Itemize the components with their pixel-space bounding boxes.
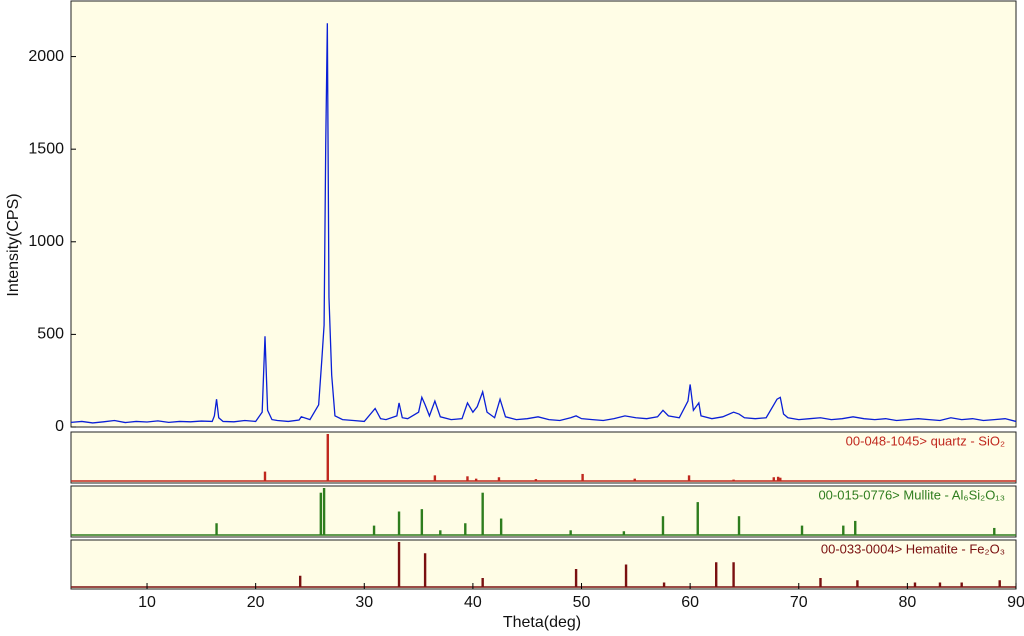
x-tick-label: 70 <box>790 594 808 611</box>
reference-peak <box>372 525 376 535</box>
reference-peak <box>856 580 859 587</box>
reference-peak <box>215 523 218 535</box>
reference-peak <box>319 492 323 535</box>
reference-peak <box>854 520 857 535</box>
reference-peak <box>913 582 917 587</box>
x-tick-label: 10 <box>138 594 156 611</box>
reference-peak <box>737 516 741 535</box>
reference-peak <box>696 502 699 535</box>
reference-peak <box>322 488 326 535</box>
reference-peak <box>481 578 484 587</box>
reference-peak <box>574 569 578 587</box>
x-tick-label: 40 <box>464 594 482 611</box>
plot-area <box>70 485 1017 538</box>
y-tick-label: 1500 <box>28 140 64 157</box>
reference-peak <box>569 530 572 535</box>
x-tick-label: 50 <box>573 594 591 611</box>
reference-label: 00-015-0776> Mullite - Al₆Si₂O₁₃ <box>818 487 1005 502</box>
reference-peak <box>439 530 442 535</box>
reference-peak <box>993 527 996 535</box>
reference-label: 00-048-1045> quartz - SiO₂ <box>846 433 1005 448</box>
x-tick-label: 60 <box>681 594 699 611</box>
reference-peak <box>326 434 329 481</box>
reference-peak <box>466 476 469 481</box>
pattern-line <box>70 23 1017 424</box>
reference-peak <box>633 478 636 481</box>
reference-peak <box>661 516 665 535</box>
reference-peak <box>662 582 666 587</box>
reference-peak <box>298 575 302 587</box>
reference-peak <box>998 580 1001 587</box>
reference-peak <box>464 523 467 535</box>
x-tick-label: 80 <box>898 594 916 611</box>
reference-peak <box>732 562 735 587</box>
x-axis-label: Theta(deg) <box>503 614 581 631</box>
reference-peak <box>779 477 782 481</box>
reference-peak <box>497 477 501 481</box>
reference-peak <box>687 475 691 481</box>
reference-peak <box>423 553 427 587</box>
reference-peak <box>474 478 478 481</box>
reference-peak <box>732 479 735 481</box>
x-tick-label: 20 <box>247 594 265 611</box>
reference-peak <box>499 518 503 535</box>
reference-peak <box>263 471 267 481</box>
reference-peak <box>481 492 484 535</box>
x-tick-label: 30 <box>355 594 373 611</box>
reference-label: 00-033-0004> Hematite - Fe₂O₃ <box>821 541 1005 556</box>
y-tick-label: 500 <box>37 326 64 343</box>
reference-peak <box>397 542 401 587</box>
reference-peak <box>622 531 626 535</box>
y-axis-label: Intensity(CPS) <box>5 193 22 296</box>
reference-peak <box>800 525 804 535</box>
plot-area <box>70 431 1017 484</box>
plot-area <box>70 0 1017 428</box>
reference-peak <box>819 578 822 587</box>
reference-peak <box>842 525 845 535</box>
reference-peak <box>776 476 780 481</box>
reference-peak <box>938 582 942 587</box>
reference-peak <box>960 582 963 587</box>
y-tick-label: 0 <box>55 418 64 435</box>
x-tick-label: 90 <box>1007 594 1024 611</box>
reference-peak <box>715 562 718 587</box>
y-tick-label: 1000 <box>28 233 64 250</box>
reference-peak <box>420 509 424 535</box>
reference-peak <box>397 511 401 535</box>
reference-peak <box>772 477 775 481</box>
reference-peak <box>581 473 584 481</box>
reference-peak <box>534 479 538 481</box>
reference-peak <box>624 564 628 587</box>
y-tick-label: 2000 <box>28 48 64 65</box>
reference-peak <box>433 475 437 481</box>
